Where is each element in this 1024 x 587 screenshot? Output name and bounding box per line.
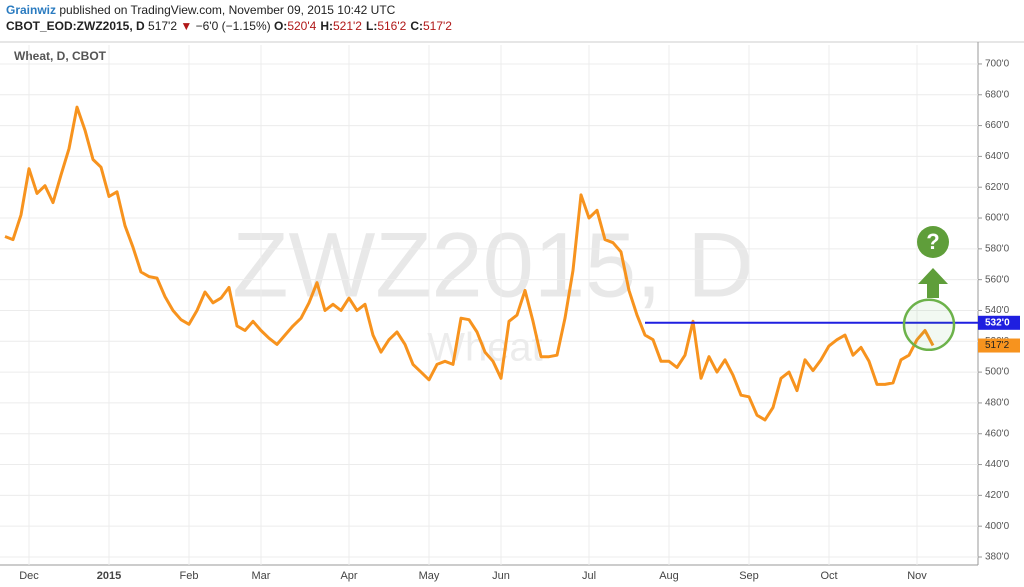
y-tick-label: 460'0 (985, 428, 1010, 439)
header: Grainwiz published on TradingView.com, N… (6, 2, 456, 34)
y-tick-label: 380'0 (985, 552, 1010, 563)
x-tick-label: Apr (340, 570, 357, 582)
watermark: ZWZ2015, D (232, 214, 753, 316)
y-tick-label: 700'0 (985, 59, 1010, 70)
ohlc-key: L: (365, 19, 378, 33)
x-tick-label: Mar (252, 570, 271, 582)
y-tick-label: 600'0 (985, 213, 1010, 224)
y-tick-label: 500'0 (985, 367, 1010, 378)
ohlc-key: O: (273, 19, 288, 33)
y-tick-label: 480'0 (985, 398, 1010, 409)
ohlc-value: 521'2 (332, 19, 362, 33)
ohlc-key: H: (320, 19, 333, 33)
y-tick-label: 660'0 (985, 120, 1010, 131)
x-tick-label: Aug (659, 570, 679, 582)
ohlc: O:520'4 H:521'2 L:516'2 C:517'2 (274, 19, 456, 33)
question-mark: ? (926, 229, 939, 254)
y-tick-label: 540'0 (985, 305, 1010, 316)
x-tick-label: Jul (582, 570, 596, 582)
question-icon (917, 226, 949, 258)
x-tick-label: Jun (492, 570, 510, 582)
price-line (4, 105, 935, 422)
change: −6'0 (−1.15%) (195, 19, 271, 33)
y-tick-label: 640'0 (985, 151, 1010, 162)
y-tick-label: 440'0 (985, 459, 1010, 470)
author-link[interactable]: Grainwiz (6, 3, 57, 17)
y-tick-label: 400'0 (985, 521, 1010, 532)
x-tick-label: May (419, 570, 440, 582)
x-tick-label: 2015 (97, 570, 121, 582)
y-tick-label: 420'0 (985, 490, 1010, 501)
price-label: 517'2 (985, 340, 1010, 351)
price-label-box (978, 338, 1020, 353)
chart-title: Wheat, D, CBOT (14, 49, 107, 63)
x-tick-label: Nov (907, 570, 927, 582)
ohlc-key: C: (410, 19, 423, 33)
y-tick-label: 620'0 (985, 182, 1010, 193)
ohlc-value: 516'2 (377, 19, 407, 33)
direction: ▼ (180, 19, 193, 33)
ohlc-value: 520'4 (287, 19, 317, 33)
y-tick-label: 680'0 (985, 89, 1010, 100)
ohlc-value: 517'2 (422, 19, 452, 33)
x-tick-label: Feb (180, 570, 199, 582)
highlight-circle (902, 298, 956, 352)
x-tick-label: Sep (739, 570, 759, 582)
price-label: 532'0 (985, 317, 1010, 328)
header-line: Grainwiz published on TradingView.com, N… (6, 2, 456, 18)
symbol: CBOT_EOD:ZWZ2015, D (6, 19, 145, 33)
price: 517'2 (148, 19, 178, 33)
price-label-box (978, 315, 1020, 330)
x-tick-label: Dec (19, 570, 39, 582)
header-line: CBOT_EOD:ZWZ2015, D 517'2 ▼ −6'0 (−1.15%… (6, 18, 456, 34)
published: published on TradingView.com, November 0… (59, 3, 396, 17)
x-tick-label: Oct (820, 570, 837, 582)
y-tick-label: 580'0 (985, 243, 1010, 254)
up-arrow (918, 268, 948, 298)
y-tick-label: 560'0 (985, 274, 1010, 285)
